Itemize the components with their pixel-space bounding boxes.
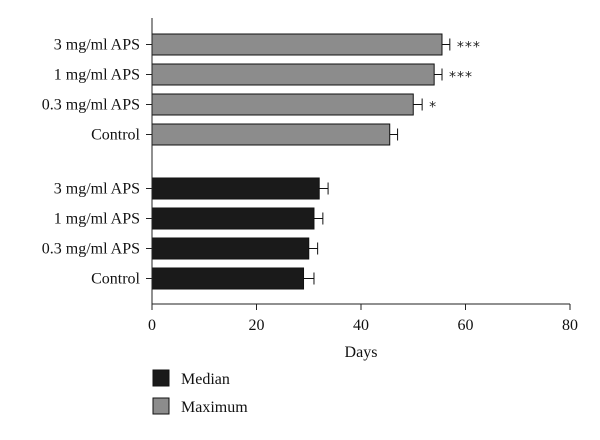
legend-swatch-median xyxy=(152,369,170,387)
x-tick-label: 40 xyxy=(353,317,369,334)
category-label: 0.3 mg/ml APS xyxy=(42,97,140,114)
bar-maximum xyxy=(151,63,435,86)
x-tick-label: 20 xyxy=(249,317,265,334)
category-label: Control xyxy=(91,271,140,288)
bar-maximum xyxy=(151,33,443,56)
x-tick-label: 80 xyxy=(562,317,578,334)
x-tick-label: 60 xyxy=(458,317,474,334)
category-label: Control xyxy=(91,127,140,144)
bar-median xyxy=(151,177,320,200)
bar-maximum xyxy=(151,93,414,116)
significance-marker: * xyxy=(429,100,437,116)
bars-layer: ******* xyxy=(151,33,481,290)
axes-layer: 0 20 40 60 80 3 mg/ml APS 1 mg/ml APS 0.3 mg/ml… xyxy=(42,18,578,334)
category-label: 3 mg/ml APS xyxy=(54,181,140,198)
x-axis-label: Days xyxy=(345,344,378,361)
legend: Median Maximum xyxy=(152,369,248,416)
bar-median xyxy=(151,237,310,260)
significance-marker: *** xyxy=(449,70,473,86)
legend-label-median: Median xyxy=(181,371,230,388)
legend-swatch-maximum xyxy=(152,397,170,415)
bar-median xyxy=(151,267,305,290)
category-label: 3 mg/ml APS xyxy=(54,37,140,54)
x-tick-label: 0 xyxy=(148,317,156,334)
category-label: 0.3 mg/ml APS xyxy=(42,241,140,258)
bar-maximum xyxy=(151,123,391,146)
category-label: 1 mg/ml APS xyxy=(54,67,140,84)
bar-median xyxy=(151,207,315,230)
legend-label-maximum: Maximum xyxy=(181,399,248,416)
significance-marker: *** xyxy=(457,40,481,56)
category-label: 1 mg/ml APS xyxy=(54,211,140,228)
